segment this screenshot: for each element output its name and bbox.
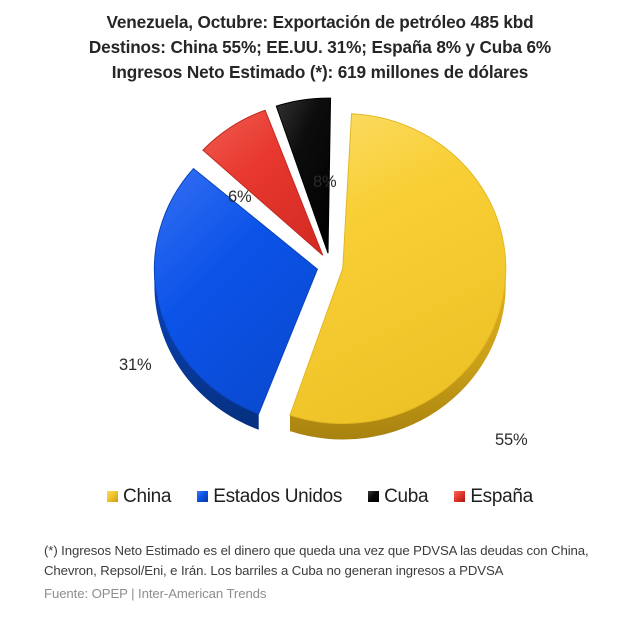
pie-slice-cuba-top[interactable]	[275, 97, 332, 254]
legend-item-cuba[interactable]: Cuba	[368, 486, 429, 507]
pie-slice-espana[interactable]	[202, 109, 324, 256]
legend-label-estados-unidos: Estados Unidos	[213, 486, 343, 507]
chart-title-line-2: Destinos: China 55%; EE.UU. 31%; España …	[88, 37, 552, 57]
pie-label-cuba: 6%	[228, 188, 252, 206]
footer-source: Fuente: OPEP | Inter-American Trends	[44, 586, 267, 601]
pie-slice-cuba[interactable]	[275, 97, 332, 254]
legend-label-cuba: Cuba	[384, 486, 429, 507]
legend-label-china: China	[123, 486, 172, 507]
chart-legend: China Estados Unidos Cuba España	[0, 487, 640, 506]
pie-chart-svg	[153, 97, 507, 440]
pie-slice-china-side	[289, 268, 506, 440]
chart-title-line-3: Ingresos Neto Estimado (*): 619 millones…	[111, 62, 529, 82]
pie-slice-china[interactable]	[289, 113, 507, 424]
pie-slice-china-top[interactable]	[289, 113, 507, 424]
pie-slice-estados-unidos[interactable]	[153, 167, 318, 415]
pie-label-china: 55%	[495, 431, 528, 449]
legend-item-china[interactable]: China	[107, 486, 172, 507]
pie-label-espana: 8%	[313, 173, 337, 191]
pie-slice-estados-unidos-top[interactable]	[153, 167, 318, 415]
pie-slice-depth-group	[154, 268, 506, 440]
chart-footer: (*) Ingresos Neto Estimado es el dinero …	[44, 541, 604, 604]
legend-swatch-icon-china	[107, 491, 119, 502]
pie-chart: 8% 6% 31% 55%	[0, 88, 640, 458]
legend-swatch-icon-estados-unidos	[197, 491, 209, 502]
legend-item-espana[interactable]: España	[454, 487, 533, 506]
pie-slice-estados-unidos-side	[154, 269, 259, 430]
legend-swatch-icon-espana	[454, 491, 466, 502]
chart-title-block: Venezuela, Octubre: Exportación de petró…	[0, 10, 640, 85]
pie-slice-espana-top[interactable]	[202, 109, 324, 256]
pie-label-estados-unidos: 31%	[119, 356, 152, 374]
legend-label-espana: España	[470, 486, 533, 507]
footer-note-line-2: Chevron, Repsol/Eni, e Irán. Los barrile…	[44, 563, 504, 578]
legend-swatch-icon-cuba	[368, 491, 380, 502]
chart-title-line-1: Venezuela, Octubre: Exportación de petró…	[106, 12, 534, 32]
footer-note-line-1: (*) Ingresos Neto Estimado es el dinero …	[44, 543, 589, 558]
legend-item-estados-unidos[interactable]: Estados Unidos	[197, 487, 342, 506]
